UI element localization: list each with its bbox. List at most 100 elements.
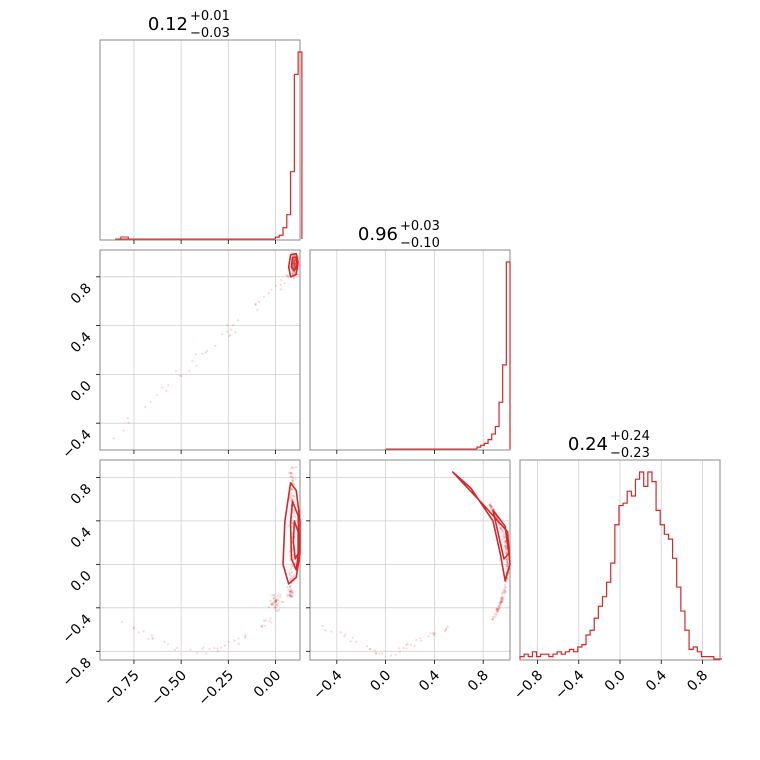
scatter-point — [420, 639, 423, 642]
scatter-point — [503, 590, 506, 593]
scatter-point — [293, 261, 296, 264]
scatter-point — [498, 603, 501, 606]
scatter-point — [291, 473, 294, 476]
scatter-point — [495, 610, 498, 613]
scatter-point — [277, 599, 280, 602]
scatter-point — [500, 601, 503, 604]
scatter-point — [405, 647, 408, 650]
hist-step-1 — [274, 51, 303, 239]
scatter-point — [500, 528, 503, 532]
scatter-point — [321, 624, 324, 628]
panel-row3-col1 — [96, 459, 301, 664]
scatter-point — [291, 564, 294, 567]
scatter-point — [501, 599, 504, 602]
scatter-point — [273, 599, 276, 602]
scatter-point — [269, 617, 272, 620]
scatter-point — [504, 550, 507, 553]
scatter-point — [289, 590, 293, 593]
scatter-point — [506, 565, 509, 568]
scatter-point — [290, 471, 293, 475]
scatter-point — [288, 590, 292, 593]
scatter-point — [506, 561, 509, 564]
scatter-point — [167, 384, 170, 387]
scatter-point — [498, 602, 502, 605]
scatter-point — [504, 539, 507, 543]
scatter-point — [446, 625, 449, 629]
scatter-point — [290, 497, 293, 500]
scatter-point — [290, 467, 293, 470]
scatter-point — [287, 275, 290, 279]
contour-line — [282, 482, 301, 585]
scatter-point — [194, 353, 197, 356]
scatter-point — [497, 606, 501, 609]
scatter-point — [178, 374, 182, 377]
scatter-point — [288, 593, 291, 596]
scatter-point — [272, 597, 275, 600]
scatter-point — [269, 599, 272, 603]
scatter-point — [274, 606, 277, 609]
scatter-point — [149, 401, 152, 404]
scatter-point — [275, 609, 278, 612]
scatter-point — [132, 626, 136, 629]
scatter-point — [293, 261, 296, 264]
scatter-point — [355, 640, 358, 644]
scatter-point — [495, 608, 498, 612]
scatter-point — [506, 558, 509, 561]
y-tick-label: 0.0 — [68, 568, 95, 595]
scatter-point — [503, 546, 506, 549]
panel-row3-col2 — [306, 459, 511, 664]
scatter-point — [288, 550, 291, 553]
panel-bg — [310, 460, 510, 660]
scatter-point — [503, 535, 506, 538]
scatter-point — [289, 475, 293, 478]
panel-row2-col2 — [309, 249, 511, 454]
scatter-point — [275, 603, 278, 607]
scatter-point — [228, 334, 231, 338]
scatter-point — [290, 589, 294, 592]
scatter-point — [505, 546, 508, 549]
scatter-point — [286, 274, 289, 278]
scatter-point — [503, 540, 506, 544]
scatter-point — [495, 614, 498, 617]
contour-line — [492, 509, 510, 560]
scatter-point — [406, 642, 409, 646]
scatter-point — [122, 429, 125, 432]
scatter-point — [191, 360, 194, 363]
scatter-point — [205, 349, 209, 352]
scatter-point — [505, 558, 509, 562]
scatter-point — [273, 594, 276, 598]
scatter-point — [293, 575, 296, 578]
scatter-point — [496, 608, 499, 611]
scatter-point — [491, 617, 494, 620]
scatter-point — [507, 558, 510, 561]
contour-line — [290, 256, 298, 272]
scatter-point — [373, 649, 376, 652]
scatter-point — [505, 551, 508, 554]
scatter-point — [188, 369, 191, 372]
scatter-point — [256, 308, 259, 311]
scatter-point — [292, 476, 295, 480]
scatter-point — [254, 302, 257, 305]
scatter-point — [290, 595, 294, 598]
scatter-point — [490, 506, 493, 509]
scatter-point — [289, 586, 292, 589]
scatter-point — [291, 272, 294, 276]
scatter-point — [293, 258, 297, 261]
scatter-point — [216, 650, 219, 653]
scatter-point — [290, 251, 293, 255]
scatter-point — [175, 370, 178, 373]
scatter-point — [132, 627, 135, 630]
scatter-point — [499, 604, 502, 607]
y-tick-label: −0.4 — [59, 427, 94, 462]
scatter-point — [503, 588, 506, 591]
scatter-point — [378, 652, 381, 655]
scatter-point — [344, 633, 347, 636]
scatter-point — [288, 585, 291, 589]
x-tick-label: 0.0 — [367, 668, 394, 695]
scatter-point — [275, 600, 278, 603]
panel-frame — [99, 459, 301, 661]
scatter-point — [120, 620, 124, 624]
scatter-point — [500, 597, 503, 600]
scatter-point — [291, 272, 294, 275]
scatter-point — [505, 559, 508, 562]
